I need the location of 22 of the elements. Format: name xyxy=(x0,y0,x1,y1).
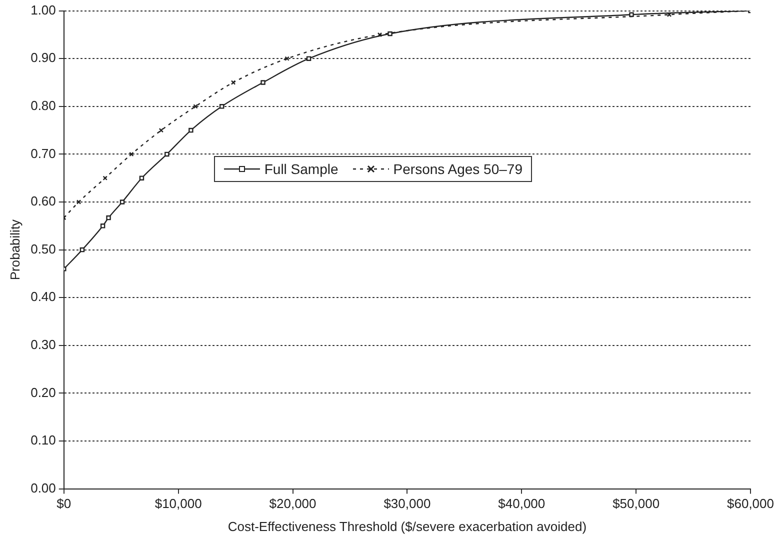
y-tick-label: 0.50 xyxy=(30,241,56,256)
y-tick-label: 1.00 xyxy=(30,2,56,18)
x-axis-title: Cost-Effectiveness Threshold ($/severe exacerbation avoided) xyxy=(228,518,587,534)
y-tick-label: 0.30 xyxy=(30,336,56,352)
x-tick-label: $20,000 xyxy=(269,496,316,512)
y-tick-label: 0.90 xyxy=(30,50,56,66)
legend-label: Full Sample xyxy=(264,160,338,177)
y-tick-label: 0.20 xyxy=(30,384,56,400)
y-tick-label: 0.40 xyxy=(30,289,56,304)
y-tick-label: 0.60 xyxy=(30,194,56,209)
y-tick-label: 0.70 xyxy=(30,146,56,161)
y-tick-label: 0.10 xyxy=(30,432,56,448)
y-tick-label: 0.80 xyxy=(30,98,56,113)
x-tick-label: $0 xyxy=(56,496,72,512)
x-tick-label: $40,000 xyxy=(498,496,546,512)
x-tick-label: $60,000 xyxy=(727,496,774,512)
x-tick-label: $10,000 xyxy=(154,496,202,512)
x-tick-label: $50,000 xyxy=(612,496,660,512)
legend-label: Persons Ages 50–79 xyxy=(393,160,522,177)
y-tick-label: 0.00 xyxy=(30,480,56,496)
x-tick-label: $30,000 xyxy=(384,496,431,512)
y-axis-title: Probability xyxy=(7,218,22,280)
